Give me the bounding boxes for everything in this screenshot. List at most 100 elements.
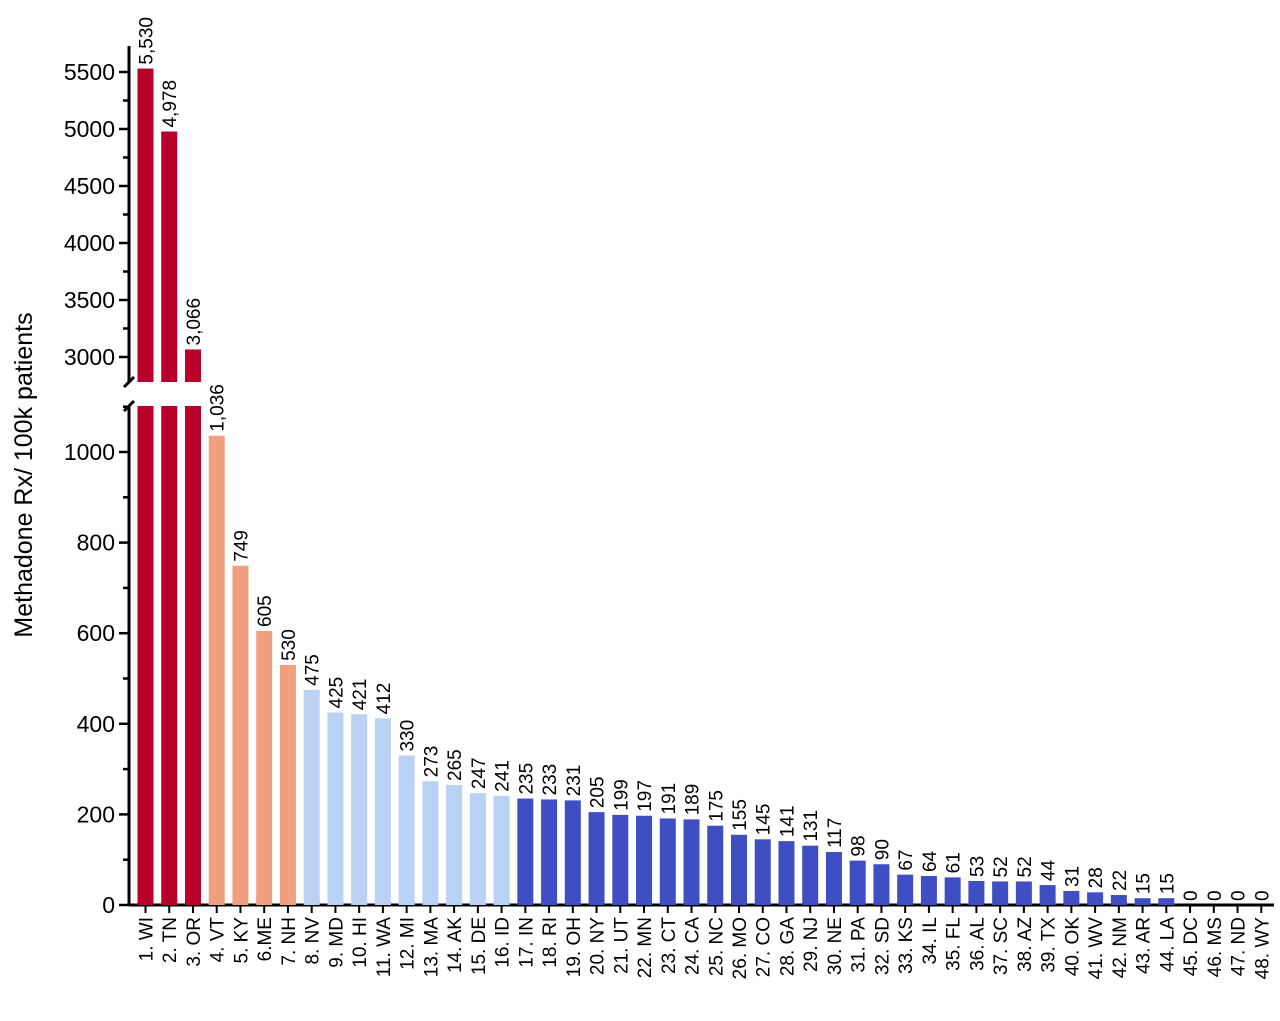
x-tick-label: 47. ND <box>1229 917 1250 976</box>
data-label: 117 <box>825 818 846 848</box>
bar <box>184 406 201 905</box>
data-label: 273 <box>421 746 442 778</box>
x-tick-label: 5. KY <box>231 917 252 964</box>
bar <box>446 784 463 905</box>
data-label: 0 <box>1205 890 1226 901</box>
bar <box>1039 885 1056 905</box>
data-label: 15 <box>1157 873 1178 894</box>
bar <box>944 877 961 905</box>
x-tick-label: 27. CO <box>754 917 775 977</box>
bar <box>564 800 581 905</box>
data-label: 155 <box>730 799 751 831</box>
x-tick-label: 36. AL <box>967 917 988 971</box>
data-label: 247 <box>469 757 490 789</box>
data-label: 189 <box>683 784 704 816</box>
data-label: 421 <box>350 679 371 711</box>
data-label: 15 <box>1134 873 1155 894</box>
data-label: 605 <box>255 595 276 627</box>
x-tick-label: 30. NE <box>825 917 846 975</box>
x-tick-label: 12. MI <box>398 917 419 970</box>
x-tick-label: 48. WY <box>1252 917 1273 980</box>
data-label: 235 <box>516 763 537 795</box>
data-label: 197 <box>635 780 656 812</box>
data-label: 98 <box>849 835 870 856</box>
data-label: 28 <box>1086 867 1107 888</box>
bar <box>778 841 795 905</box>
data-label: 1,036 <box>208 384 229 432</box>
data-label: 0 <box>1181 890 1202 901</box>
data-label: 64 <box>920 850 941 872</box>
x-tick-label: 20. NY <box>588 917 609 975</box>
data-label: 233 <box>540 764 561 796</box>
x-tick-label: 2. TN <box>160 917 181 963</box>
x-tick-label: 29. NJ <box>801 917 822 972</box>
bar <box>517 798 534 905</box>
data-label: 52 <box>1015 856 1036 877</box>
bar <box>659 818 676 905</box>
data-label: 141 <box>777 805 798 837</box>
x-tick-label: 9. MD <box>326 917 347 968</box>
bar <box>422 781 439 905</box>
x-tick-label: 13. MA <box>421 917 442 978</box>
data-label: 265 <box>445 749 466 781</box>
data-label: 175 <box>706 790 727 822</box>
data-label: 4,978 <box>160 80 181 128</box>
y-tick-label: 200 <box>77 801 115 827</box>
x-tick-label: 40. OK <box>1062 917 1083 976</box>
data-label: 44 <box>1039 860 1060 882</box>
x-tick-label: 17. IN <box>516 917 537 968</box>
data-label: 530 <box>279 629 300 661</box>
bar <box>707 825 724 905</box>
x-tick-label: 31. PA <box>849 917 870 973</box>
data-label: 90 <box>872 839 893 860</box>
y-tick-label: 5000 <box>64 116 115 142</box>
bar <box>636 815 653 905</box>
data-label: 475 <box>303 654 324 686</box>
y-tick-label: 0 <box>102 892 115 918</box>
x-tick-label: 15. DE <box>469 917 490 975</box>
x-tick-label: 32. SD <box>872 917 893 975</box>
bar <box>137 406 154 905</box>
bar <box>137 68 154 382</box>
bar <box>897 874 914 905</box>
x-tick-label: 22. MN <box>635 917 656 978</box>
x-tick-label: 18. RI <box>540 917 561 968</box>
y-axis-title: Methadone Rx/ 100k patients <box>10 312 38 637</box>
bar <box>161 406 178 905</box>
data-label: 749 <box>231 530 252 562</box>
y-tick-label: 800 <box>77 530 115 556</box>
bar <box>184 349 201 382</box>
bar <box>279 664 296 905</box>
bar <box>351 714 368 905</box>
data-label: 425 <box>326 677 347 709</box>
data-label: 199 <box>611 779 632 811</box>
data-label: 0 <box>1252 890 1273 901</box>
bar <box>992 881 1009 905</box>
x-tick-label: 39. TX <box>1039 917 1060 973</box>
data-label: 53 <box>967 856 988 877</box>
data-label: 191 <box>659 783 680 815</box>
x-tick-label: 26. MO <box>730 917 751 979</box>
bar <box>541 799 558 905</box>
x-tick-label: 41. WV <box>1086 917 1107 980</box>
x-tick-label: 25. NC <box>706 917 727 976</box>
data-label: 52 <box>991 856 1012 877</box>
data-label: 231 <box>564 765 585 797</box>
bar <box>825 851 842 905</box>
data-label: 131 <box>801 810 822 842</box>
bar <box>303 689 320 905</box>
x-tick-label: 3. OR <box>184 917 205 967</box>
x-tick-label: 37. SC <box>991 917 1012 975</box>
axis-break-mark <box>122 375 136 389</box>
bar <box>1063 890 1080 905</box>
bar <box>208 435 225 905</box>
x-tick-label: 35. FL <box>944 917 965 971</box>
y-tick-label: 3500 <box>64 287 115 313</box>
x-tick-label: 38. AZ <box>1015 917 1036 972</box>
y-tick-label: 400 <box>77 711 115 737</box>
data-label: 61 <box>944 852 965 873</box>
bar <box>398 755 415 905</box>
bar <box>1158 898 1175 905</box>
bar <box>256 630 273 905</box>
